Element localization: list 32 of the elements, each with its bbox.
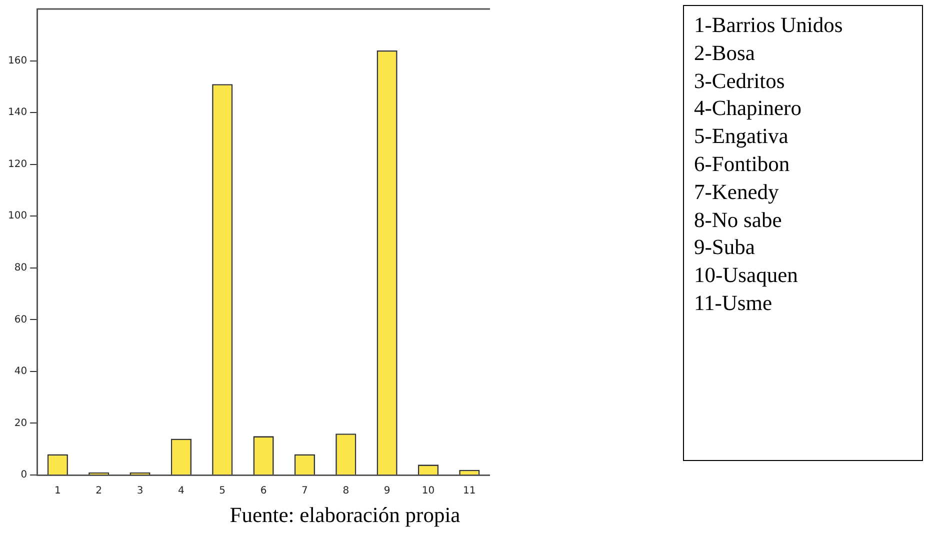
text: 8-No sabe: [694, 206, 783, 234]
y-tick-label: 100: [8, 210, 28, 222]
y-tick-label: 60: [14, 314, 28, 326]
x-tick-label: 7: [302, 486, 308, 497]
x-tick-label: 10: [422, 486, 435, 497]
text: 7-Kenedy: [694, 178, 780, 206]
x-tick-label: 6: [260, 486, 267, 497]
y-tick-label: 140: [8, 107, 28, 118]
y-tick-label: 120: [8, 158, 28, 170]
x-tick-label: 8: [342, 486, 350, 497]
text: 11-Usme: [694, 290, 774, 317]
x-tick-label: 2: [96, 486, 102, 497]
y-tick-label: 0: [20, 470, 28, 481]
y-tick-label: 40: [14, 366, 28, 378]
source-note: Fuente: elaboración propia: [228, 503, 462, 528]
text: 2-Bosa: [694, 40, 756, 67]
text: 10-Usaquen: [694, 262, 799, 290]
y-tick-label: 80: [14, 262, 28, 274]
y-tick-label: 20: [14, 418, 28, 429]
text: 1-Barrios Unidos: [694, 12, 844, 39]
x-tick-label: 9: [384, 486, 390, 497]
x-tick-label: 1: [54, 486, 61, 497]
text: 9-Suba: [694, 234, 756, 262]
text: 5-Engativa: [694, 123, 790, 150]
text: 4-Chapinero: [694, 95, 802, 122]
x-tick-label: 5: [219, 486, 226, 497]
x-tick-label: 4: [178, 486, 184, 497]
text: 6-Fontibon: [694, 150, 791, 178]
text: 3-Cedritos: [694, 68, 786, 95]
x-tick-label: 11: [463, 486, 476, 497]
y-tick-label: 160: [8, 55, 28, 66]
x-tick-label: 3: [136, 486, 144, 497]
